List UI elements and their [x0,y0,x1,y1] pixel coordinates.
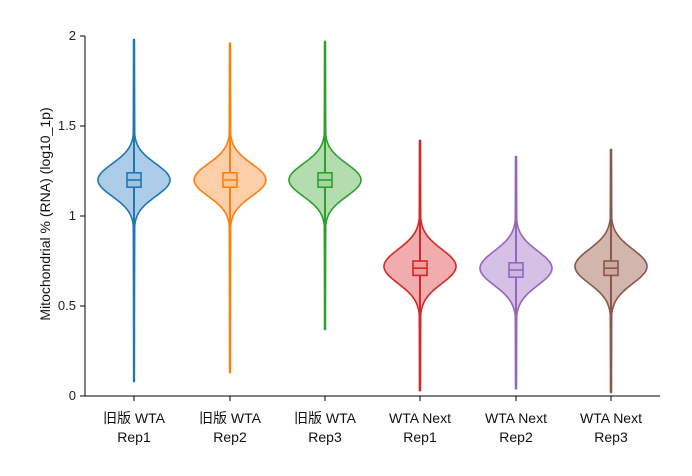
x-labels: 旧版 WTA Rep1 旧版 WTA Rep2 旧版 WTA Rep3 WTA Next Re… [103,396,642,445]
violin-4 [383,139,457,392]
violin-6 [574,148,648,394]
x-tick-label-line2: Rep2 [213,429,247,445]
violin-1 [97,38,171,383]
violin-5 [479,155,553,390]
x-tick-label-line1: 旧版 WTA [294,410,357,426]
y-tick-label: 2 [69,28,76,43]
violin-2 [193,42,267,374]
axes [84,36,660,397]
x-tick-label-line2: Rep3 [308,429,342,445]
y-tick-label: 1.5 [58,118,76,133]
x-tick-label-line1: WTA Next [485,410,547,426]
x-tick-label-line2: Rep3 [594,429,628,445]
x-tick-label-line1: WTA Next [389,410,451,426]
x-tick-label-line2: Rep1 [403,429,437,445]
y-ticks: 0 0.5 1 1.5 2 [58,28,85,403]
y-tick-label: 0.5 [58,298,76,313]
x-tick-label-line1: 旧版 WTA [199,410,262,426]
y-tick-label: 1 [69,208,76,223]
x-tick-label-line1: 旧版 WTA [103,410,166,426]
violins [97,38,648,394]
x-tick-label-line2: Rep2 [499,429,533,445]
x-tick-label-line2: Rep1 [117,429,151,445]
violin-3 [288,40,362,331]
y-tick-label: 0 [69,388,76,403]
x-tick-label-line1: WTA Next [580,410,642,426]
y-axis-title: Mitochondrial % (RNA) (log10_1p) [37,107,53,320]
